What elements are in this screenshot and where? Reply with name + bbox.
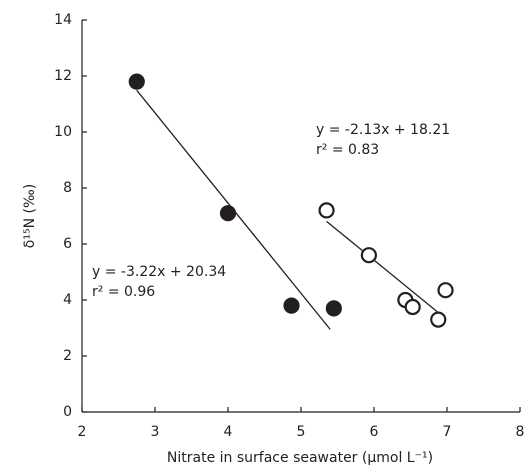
y-tick-label: 0 [63, 404, 72, 420]
annotation-r2: r² = 0.96 [92, 284, 155, 300]
x-tick-label: 6 [370, 424, 379, 440]
y-tick-label: 10 [54, 124, 72, 140]
x-tick-label: 5 [297, 424, 306, 440]
x-tick-label: 7 [443, 424, 452, 440]
x-axis-label: Nitrate in surface seawater (µmol L⁻¹) [167, 450, 433, 466]
annotation-equation: y = -3.22x + 20.34 [92, 264, 226, 280]
x-tick-label: 3 [151, 424, 160, 440]
y-tick-label: 2 [63, 348, 72, 364]
x-tick-label: 8 [516, 424, 525, 440]
point [318, 202, 335, 219]
point [430, 311, 447, 328]
point [219, 205, 237, 222]
y-tick-label: 4 [63, 292, 72, 308]
annotation-equation: y = -2.13x + 18.21 [316, 122, 450, 138]
y-axis-label: δ¹⁵N (‰) [22, 184, 38, 248]
fit-line [326, 220, 441, 315]
annotation-r2: r² = 0.83 [316, 142, 379, 158]
y-tick-label: 14 [54, 12, 72, 28]
point [404, 298, 421, 316]
point [128, 73, 145, 90]
y-tick-label: 8 [63, 180, 72, 196]
point [325, 300, 342, 317]
x-tick-label: 4 [224, 424, 233, 440]
y-tick-label: 12 [54, 68, 72, 84]
point [360, 247, 377, 264]
x-tick-label: 2 [78, 424, 87, 440]
point [437, 282, 454, 299]
y-tick-label: 6 [63, 236, 72, 252]
point [283, 297, 300, 314]
